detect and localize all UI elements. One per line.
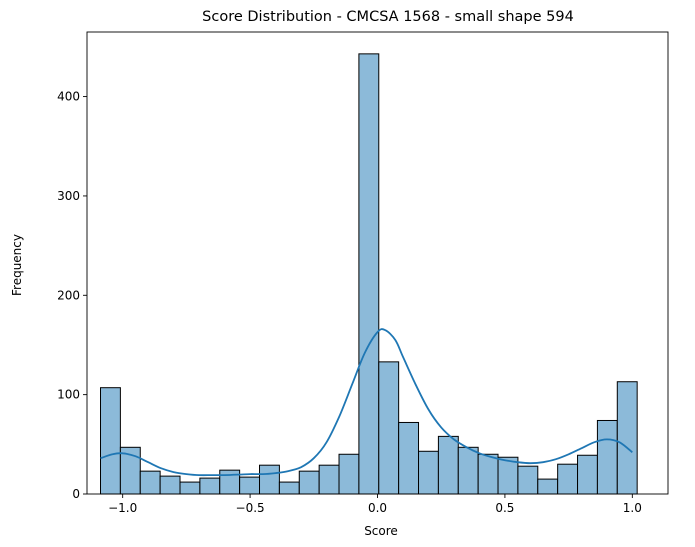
x-tick-label: 0.0 bbox=[368, 501, 387, 515]
x-tick-label: −0.5 bbox=[236, 501, 265, 515]
histogram-bar bbox=[457, 446, 479, 495]
y-tick-label: 400 bbox=[57, 90, 80, 104]
kde-line bbox=[100, 328, 633, 477]
x-axis: −1.0 −0.5 0.0 0.5 1.0 bbox=[108, 494, 642, 515]
histogram-bar bbox=[517, 465, 539, 495]
histogram-bar bbox=[179, 481, 201, 495]
y-tick-label: 0 bbox=[72, 487, 80, 501]
histogram-bar bbox=[298, 470, 320, 495]
histogram-bar bbox=[616, 381, 638, 495]
histogram-bar bbox=[239, 476, 261, 495]
y-tick-label: 100 bbox=[57, 388, 80, 402]
histogram-bar bbox=[477, 453, 499, 495]
histogram-bar bbox=[378, 361, 400, 495]
histogram-bar bbox=[398, 421, 420, 495]
x-tick-label: 0.5 bbox=[495, 501, 514, 515]
histogram-bar bbox=[159, 475, 181, 495]
histogram-bar bbox=[437, 435, 459, 495]
y-axis: 0 100 200 300 400 bbox=[57, 90, 87, 501]
y-tick-label: 300 bbox=[57, 189, 80, 203]
histogram-bar bbox=[139, 470, 161, 495]
histogram-bar bbox=[557, 463, 579, 495]
histogram-bar bbox=[199, 477, 221, 495]
histogram-bar bbox=[318, 464, 340, 495]
y-axis-label: Frequency bbox=[10, 234, 24, 296]
histogram-bar bbox=[100, 387, 121, 495]
histogram-bar bbox=[577, 454, 598, 495]
histogram-bar bbox=[596, 419, 618, 495]
x-tick-label: 1.0 bbox=[623, 501, 642, 515]
histogram-bar bbox=[278, 481, 300, 495]
histogram-bar bbox=[358, 53, 380, 495]
y-tick-label: 200 bbox=[57, 288, 80, 302]
histogram-bar bbox=[338, 453, 360, 495]
histogram-bar bbox=[418, 450, 439, 495]
chart-title: Score Distribution - CMCSA 1568 - small … bbox=[202, 9, 574, 25]
histogram-bar bbox=[259, 464, 280, 495]
x-axis-label: Score bbox=[364, 524, 398, 538]
bars-group bbox=[100, 53, 638, 495]
x-tick-label: −1.0 bbox=[108, 501, 137, 515]
histogram-bar bbox=[537, 478, 559, 495]
